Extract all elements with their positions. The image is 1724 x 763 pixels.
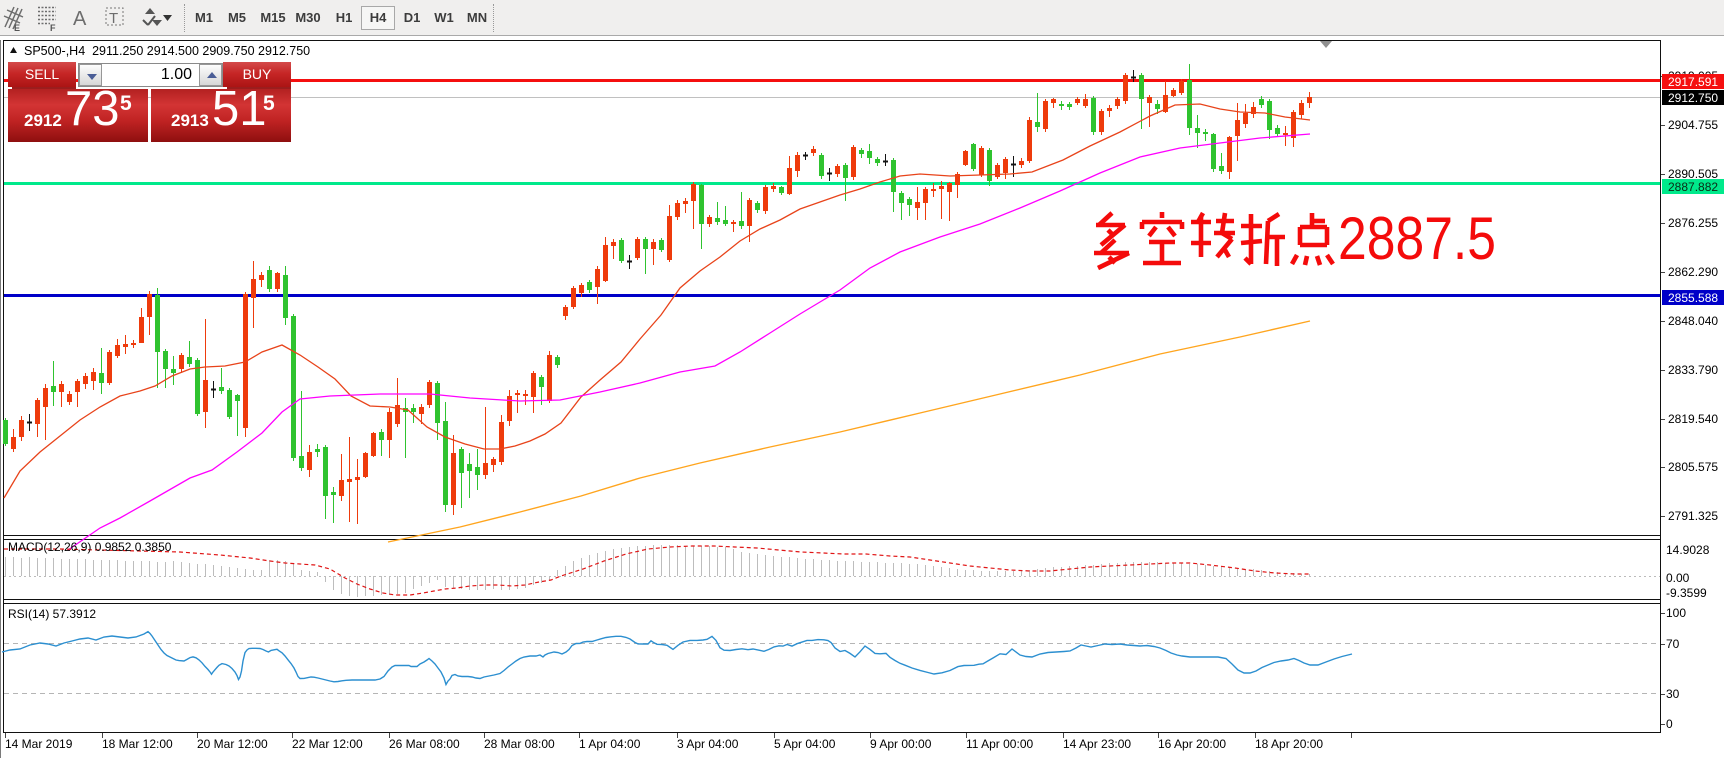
svg-text:MACD(12,26,9) 0.9852 0.3850: MACD(12,26,9) 0.9852 0.3850: [8, 540, 172, 554]
svg-text:2848.040: 2848.040: [1668, 314, 1718, 328]
svg-text:28 Mar 08:00: 28 Mar 08:00: [484, 737, 555, 751]
svg-text:2887.882: 2887.882: [1668, 180, 1718, 194]
svg-text:70: 70: [1666, 637, 1680, 651]
svg-text:2833.790: 2833.790: [1668, 363, 1718, 377]
svg-text:2876.255: 2876.255: [1668, 216, 1718, 230]
svg-text:2819.540: 2819.540: [1668, 412, 1718, 426]
svg-text:14 Mar 2019: 14 Mar 2019: [5, 737, 73, 751]
svg-text:1 Apr 04:00: 1 Apr 04:00: [579, 737, 641, 751]
svg-text:2904.755: 2904.755: [1668, 118, 1718, 132]
svg-text:2862.290: 2862.290: [1668, 265, 1718, 279]
svg-text:5 Apr 04:00: 5 Apr 04:00: [774, 737, 836, 751]
svg-text:2887.5: 2887.5: [1338, 205, 1496, 272]
svg-text:2805.575: 2805.575: [1668, 460, 1718, 474]
svg-text:2917.591: 2917.591: [1668, 75, 1718, 89]
svg-text:9 Apr 00:00: 9 Apr 00:00: [870, 737, 932, 751]
svg-text:0.00: 0.00: [1666, 571, 1690, 585]
svg-text:100: 100: [1666, 606, 1686, 620]
svg-text:F: F: [50, 23, 56, 33]
svg-text:11 Apr 00:00: 11 Apr 00:00: [966, 737, 1033, 751]
svg-text:14 Apr 23:00: 14 Apr 23:00: [1063, 737, 1131, 751]
svg-text:22 Mar 12:00: 22 Mar 12:00: [292, 737, 363, 751]
svg-text:0: 0: [1666, 717, 1673, 731]
svg-text:RSI(14) 57.3912: RSI(14) 57.3912: [8, 607, 96, 621]
svg-text:2890.505: 2890.505: [1668, 167, 1718, 181]
svg-text:T: T: [109, 10, 118, 27]
svg-text:E: E: [14, 23, 20, 33]
svg-text:18 Apr 20:00: 18 Apr 20:00: [1255, 737, 1323, 751]
svg-text:2791.325: 2791.325: [1668, 509, 1718, 523]
svg-text:A: A: [73, 8, 87, 30]
svg-text:16 Apr 20:00: 16 Apr 20:00: [1158, 737, 1226, 751]
svg-text:20 Mar 12:00: 20 Mar 12:00: [197, 737, 268, 751]
svg-text:-9.3599: -9.3599: [1666, 586, 1707, 600]
svg-text:SP500-,H4 2911.250 2914.500 2: SP500-,H4 2911.250 2914.500 2909.750 291…: [24, 44, 310, 58]
svg-text:2912.750: 2912.750: [1668, 91, 1718, 105]
svg-text:26 Mar 08:00: 26 Mar 08:00: [389, 737, 460, 751]
svg-text:30: 30: [1666, 687, 1680, 701]
svg-text:2855.588: 2855.588: [1668, 291, 1718, 305]
svg-text:14.9028: 14.9028: [1666, 543, 1710, 557]
svg-text:3 Apr 04:00: 3 Apr 04:00: [677, 737, 739, 751]
svg-text:18 Mar 12:00: 18 Mar 12:00: [102, 737, 173, 751]
